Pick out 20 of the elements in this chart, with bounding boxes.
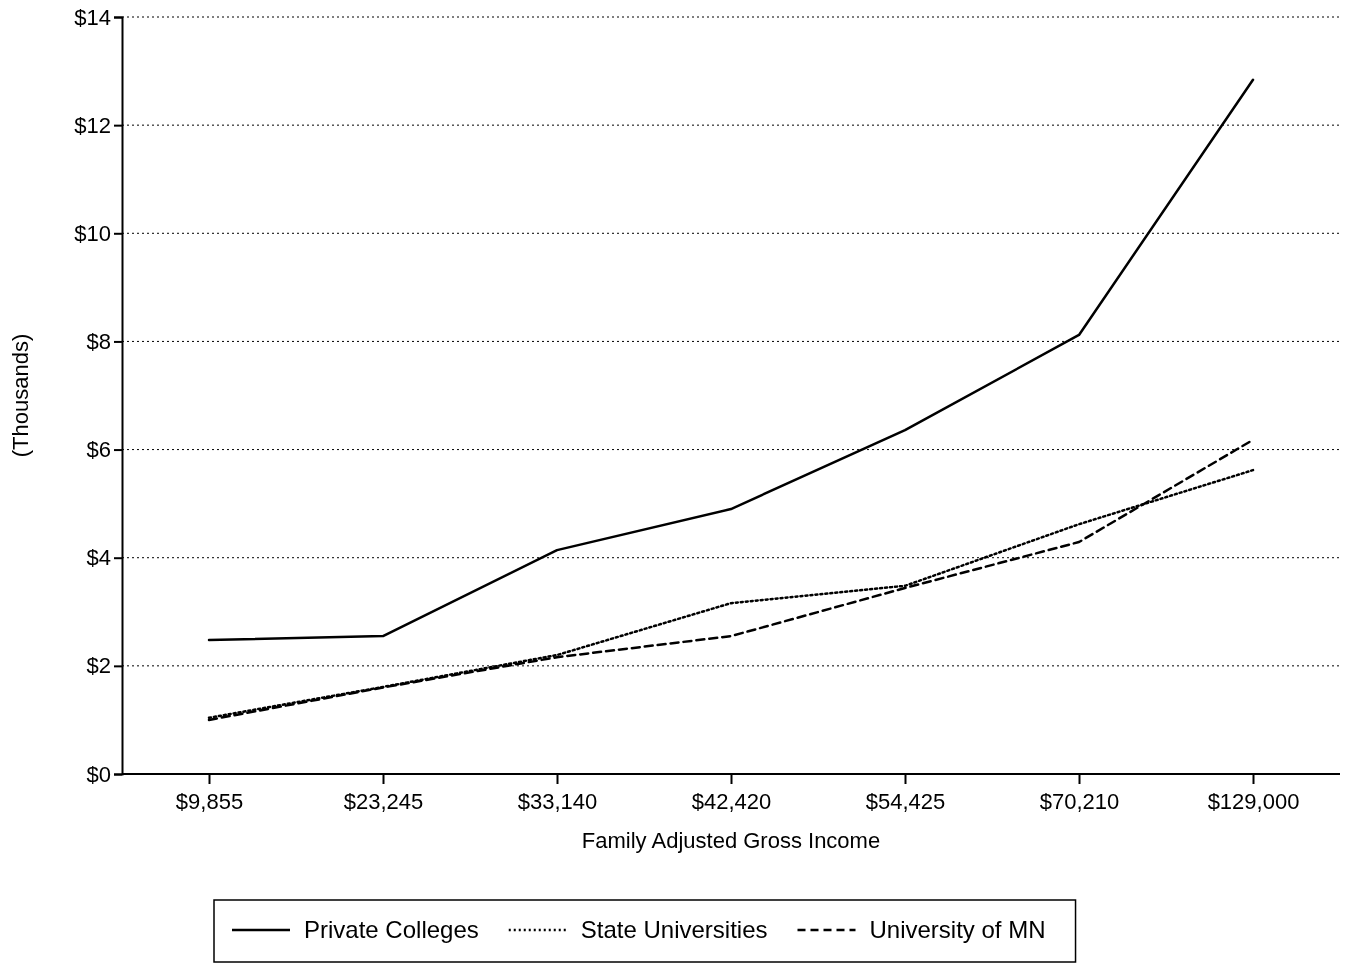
- y-axis-title: (Thousands): [8, 333, 33, 458]
- legend-label: State Universities: [580, 916, 768, 943]
- legend-label: University of MN: [869, 916, 1046, 943]
- x-tick-label: $23,245: [343, 789, 424, 814]
- x-tick-label: $129,000: [1207, 789, 1300, 814]
- x-tick-label: $70,210: [1039, 789, 1120, 814]
- y-tick-label: $12: [74, 112, 111, 138]
- y-tick-label: $14: [74, 4, 111, 30]
- y-tick-label: $8: [86, 328, 111, 354]
- x-tick-label: $54,425: [865, 789, 946, 814]
- x-tick-label: $42,420: [691, 789, 772, 814]
- y-tick-label: $2: [86, 653, 111, 679]
- x-axis-title: Family Adjusted Gross Income: [581, 828, 881, 853]
- x-tick-label: $9,855: [175, 789, 244, 814]
- y-tick-label: $6: [86, 437, 111, 463]
- y-tick-label: $10: [74, 220, 111, 246]
- x-tick-label: $33,140: [517, 789, 598, 814]
- y-tick-label: $0: [86, 761, 111, 787]
- y-tick-label: $4: [86, 545, 111, 571]
- legend-label: Private Colleges: [304, 916, 479, 943]
